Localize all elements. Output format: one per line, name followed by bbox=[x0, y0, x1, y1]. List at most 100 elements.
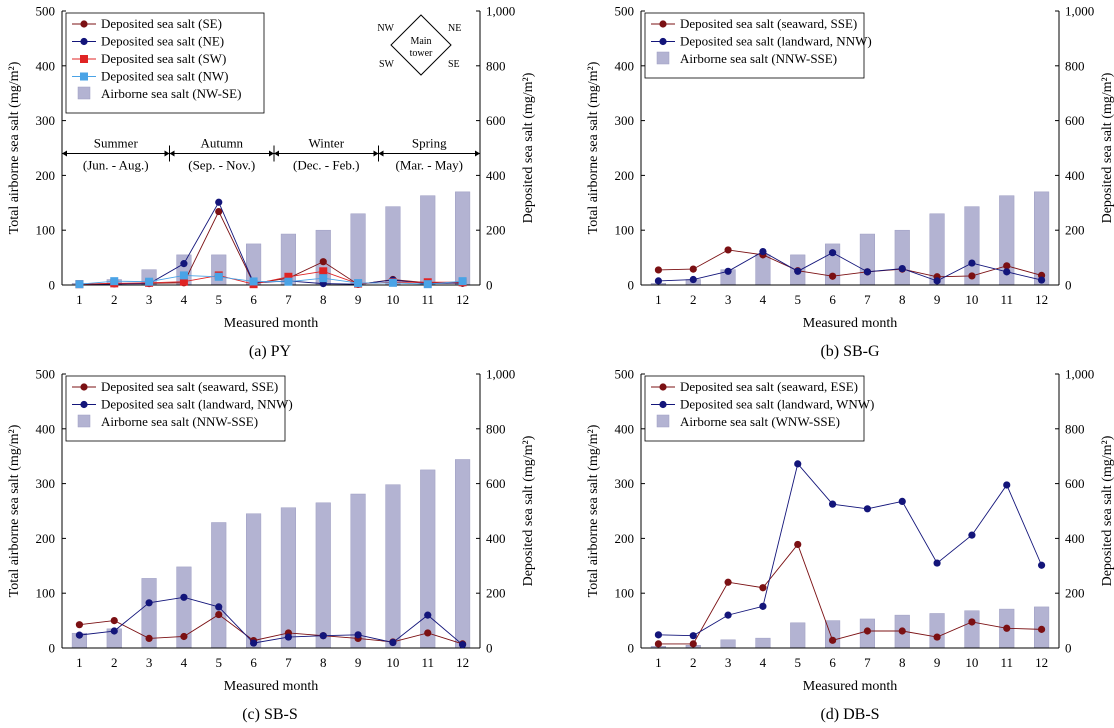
point-series-1 bbox=[689, 265, 697, 273]
point-series-1 bbox=[215, 610, 223, 619]
x-tick-label: 8 bbox=[320, 655, 327, 670]
season-name: Spring bbox=[412, 135, 447, 150]
x-tick-label: 11 bbox=[1000, 292, 1013, 307]
left-tick-label: 300 bbox=[36, 476, 56, 491]
season-name: Summer bbox=[94, 135, 139, 150]
point-series-2 bbox=[110, 627, 118, 635]
line-series-1 bbox=[658, 543, 1042, 645]
x-tick-label: 5 bbox=[795, 292, 802, 307]
left-tick-label: 400 bbox=[36, 58, 56, 73]
left-tick-label: 300 bbox=[615, 476, 635, 491]
right-tick-label: 400 bbox=[486, 168, 506, 183]
x-axis-title: Measured month bbox=[803, 679, 897, 694]
bar-month-6 bbox=[246, 513, 262, 649]
legend-bar-swatch bbox=[77, 86, 91, 100]
point-series-2 bbox=[863, 505, 872, 513]
season-arrow-left bbox=[62, 150, 67, 157]
x-tick-label: 7 bbox=[285, 655, 292, 670]
legend-bar-swatch bbox=[656, 414, 670, 428]
point-series-1 bbox=[1037, 625, 1046, 633]
bar-month-4 bbox=[755, 254, 771, 286]
x-tick-label: 1 bbox=[76, 292, 83, 307]
x-axis-title: Measured month bbox=[224, 316, 318, 331]
point-series-2 bbox=[654, 631, 663, 639]
legend-label: Deposited sea salt (SE) bbox=[101, 16, 222, 31]
right-tick-label: 0 bbox=[1065, 278, 1072, 293]
point-series-2 bbox=[145, 599, 153, 607]
x-tick-label: 10 bbox=[386, 655, 399, 670]
x-axis-title: Measured month bbox=[224, 679, 318, 694]
panel-caption: (a) PY bbox=[249, 343, 292, 360]
point-series-2 bbox=[933, 559, 941, 567]
left-tick-label: 500 bbox=[615, 367, 635, 382]
legend-label: Airborne sea salt (WNW-SSE) bbox=[680, 414, 840, 429]
point-series-3 bbox=[179, 277, 188, 286]
right-tick-label: 800 bbox=[486, 421, 506, 436]
legend-marker bbox=[80, 400, 88, 409]
point-series-1 bbox=[828, 272, 837, 280]
season-arrow-right bbox=[269, 150, 274, 157]
point-series-1 bbox=[424, 629, 432, 637]
point-series-4 bbox=[284, 277, 293, 286]
point-series-1 bbox=[654, 640, 663, 648]
right-tick-label: 400 bbox=[1065, 531, 1085, 546]
compass-label-se: SE bbox=[448, 59, 460, 70]
point-series-2 bbox=[863, 268, 872, 276]
x-tick-label: 10 bbox=[965, 655, 978, 670]
point-series-2 bbox=[898, 264, 906, 273]
point-series-4 bbox=[179, 271, 188, 280]
legend-box bbox=[644, 12, 865, 79]
x-tick-label: 8 bbox=[320, 292, 327, 307]
point-series-1 bbox=[794, 540, 802, 549]
x-tick-label: 1 bbox=[76, 655, 83, 670]
legend-label: Deposited sea salt (landward, NNW) bbox=[680, 34, 872, 49]
left-tick-label: 300 bbox=[615, 113, 635, 128]
legend-label: Deposited sea salt (SW) bbox=[101, 51, 226, 66]
season-arrow-left bbox=[378, 150, 384, 157]
legend-marker bbox=[659, 383, 667, 391]
compass-label-sw: SW bbox=[379, 59, 395, 70]
right-tick-label: 200 bbox=[486, 586, 506, 601]
x-tick-label: 12 bbox=[456, 292, 469, 307]
point-series-2 bbox=[759, 602, 767, 610]
point-series-2 bbox=[689, 275, 697, 284]
line-series-1 bbox=[79, 210, 463, 285]
point-series-2 bbox=[933, 277, 941, 285]
bar-month-10 bbox=[385, 206, 401, 286]
compass-diamond bbox=[390, 14, 452, 76]
x-tick-label: 10 bbox=[386, 292, 399, 307]
point-series-2 bbox=[424, 611, 432, 619]
right-tick-label: 1,000 bbox=[486, 4, 515, 19]
x-tick-label: 10 bbox=[965, 292, 978, 307]
season-range: (Dec. - Feb.) bbox=[293, 157, 359, 172]
point-series-1 bbox=[75, 621, 84, 629]
x-tick-label: 3 bbox=[725, 292, 732, 307]
point-series-2 bbox=[724, 267, 732, 275]
legend-label: Deposited sea salt (seaward, SSE) bbox=[101, 379, 278, 394]
bar-month-12 bbox=[455, 191, 471, 286]
line-series-1 bbox=[658, 249, 1042, 278]
season-arrow-right bbox=[475, 150, 480, 157]
bar-month-9 bbox=[350, 213, 366, 286]
point-series-2 bbox=[689, 632, 697, 640]
right-tick-label: 0 bbox=[486, 278, 493, 293]
legend-box bbox=[65, 375, 286, 442]
bar-month-12 bbox=[455, 459, 471, 649]
x-tick-label: 4 bbox=[181, 292, 188, 307]
point-series-2 bbox=[180, 593, 188, 601]
point-series-2 bbox=[968, 531, 976, 539]
point-series-1 bbox=[180, 632, 188, 641]
point-series-2 bbox=[354, 631, 362, 639]
bar-month-8 bbox=[894, 229, 910, 286]
point-series-2 bbox=[249, 639, 258, 647]
left-tick-label: 500 bbox=[36, 4, 56, 19]
left-tick-label: 100 bbox=[615, 223, 635, 238]
season-arrow-right bbox=[373, 150, 379, 157]
left-tick-label: 500 bbox=[615, 4, 635, 19]
point-series-1 bbox=[724, 246, 732, 254]
panel-caption: (d) DB-S bbox=[820, 706, 879, 723]
point-series-4 bbox=[319, 274, 328, 283]
line-series-1 bbox=[79, 614, 463, 645]
